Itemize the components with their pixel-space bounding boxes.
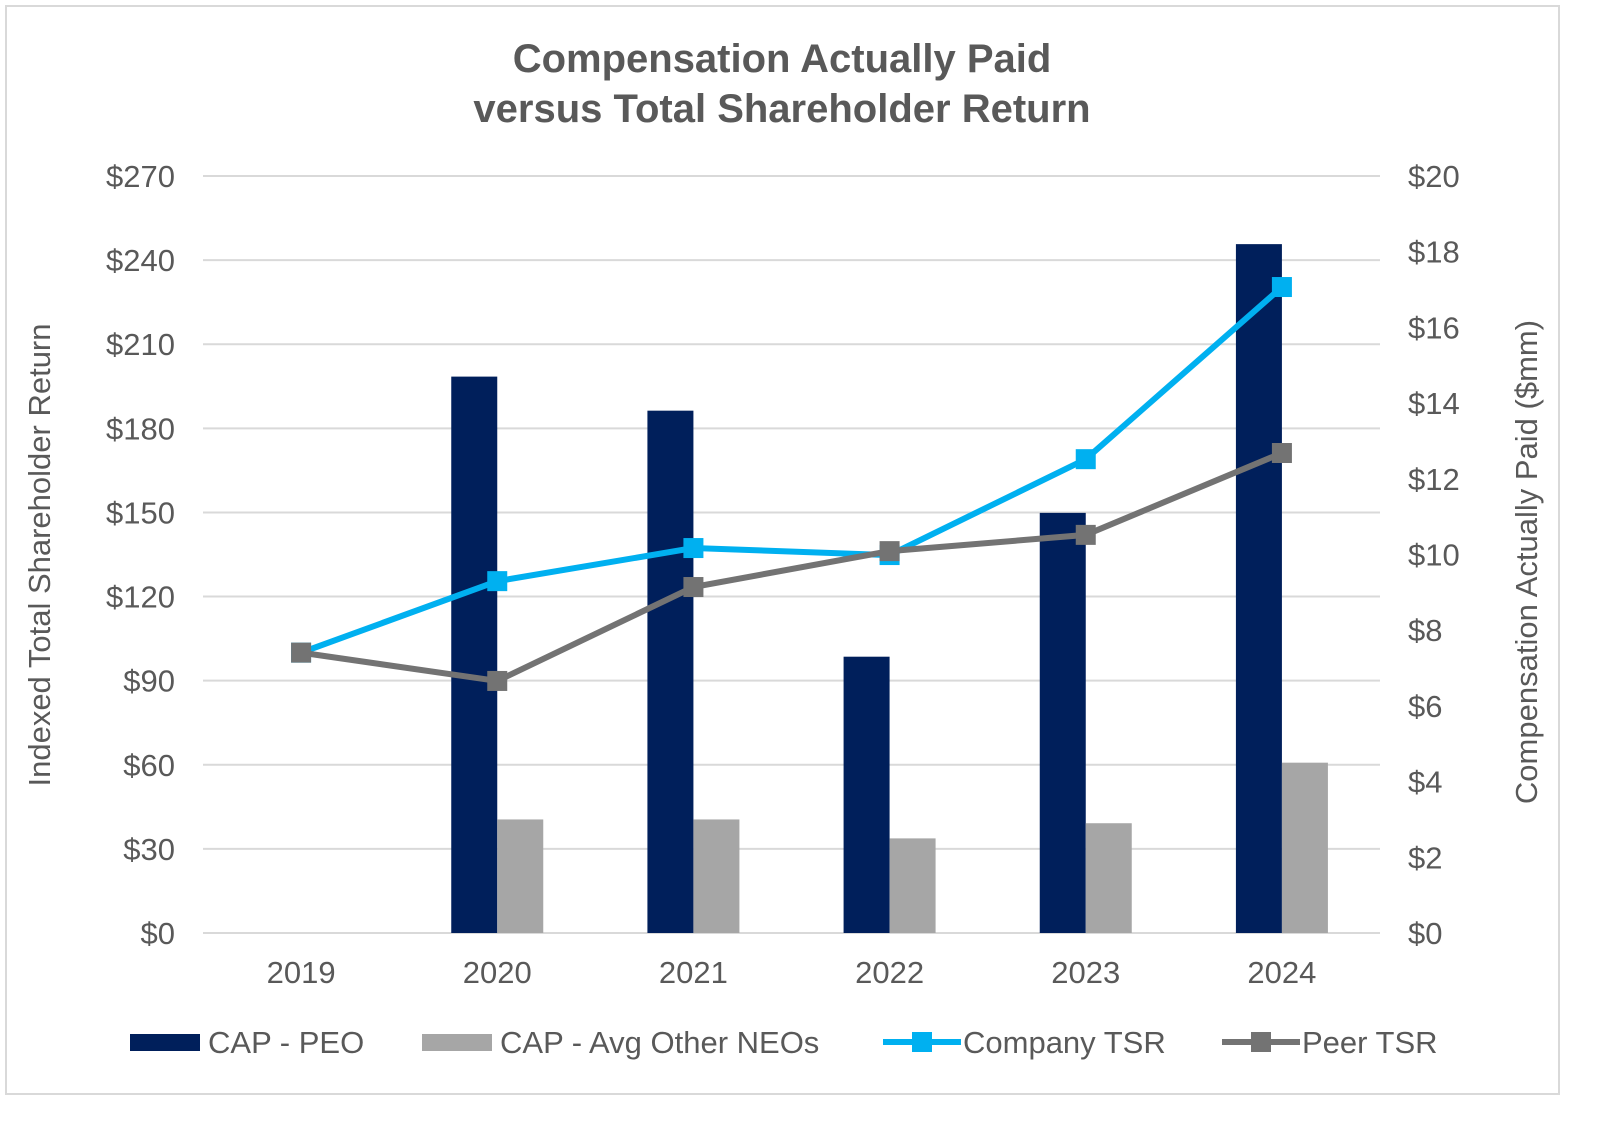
y-right-tick: $16 (1408, 310, 1460, 345)
y-left-tick: $270 (106, 159, 175, 194)
y-right-tick: $18 (1408, 235, 1460, 270)
y-right-tick: $4 (1408, 765, 1442, 800)
bar-cap-avg-other-neos (889, 838, 936, 933)
y-right-tick: $6 (1408, 689, 1442, 724)
y-right-tick: $12 (1408, 462, 1460, 497)
bar-cap-peo (1039, 512, 1086, 933)
y-left-tick: $150 (106, 495, 175, 530)
y-left-label: Indexed Total Shareholder Return (22, 323, 57, 786)
x-tick: 2023 (1051, 955, 1120, 990)
bar-cap-peo (843, 656, 890, 933)
legend-label: CAP - PEO (208, 1025, 364, 1060)
marker-company-tsr (1075, 449, 1096, 470)
marker-company-tsr (1271, 277, 1292, 298)
y-left-tick: $180 (106, 411, 175, 446)
marker-company-tsr (683, 538, 704, 559)
marker-peer-tsr (1075, 524, 1096, 545)
chart-subtitle: versus Total Shareholder Return (473, 87, 1090, 131)
y-right-tick: $14 (1408, 386, 1460, 421)
bar-cap-avg-other-neos (1281, 762, 1328, 933)
y-right-tick: $0 (1408, 916, 1442, 951)
legend-swatch (130, 1034, 200, 1051)
y-right-tick: $8 (1408, 613, 1442, 648)
y-right-label: Compensation Actually Paid ($mm) (1509, 320, 1544, 804)
legend-label: Company TSR (963, 1025, 1166, 1060)
marker-company-tsr (487, 571, 508, 592)
marker-peer-tsr (683, 577, 704, 598)
bar-cap-peo (647, 410, 694, 933)
y-left-tick: $90 (123, 664, 175, 699)
y-left-tick: $30 (123, 832, 175, 867)
y-right-tick: $20 (1408, 159, 1460, 194)
legend-label: CAP - Avg Other NEOs (500, 1025, 819, 1060)
y-left-tick: $0 (141, 916, 175, 951)
x-tick: 2019 (267, 955, 336, 990)
chart-frame (5, 5, 1560, 1095)
bar-cap-avg-other-neos (1085, 823, 1132, 933)
x-tick: 2022 (855, 955, 924, 990)
line-peer-tsr (300, 450, 1284, 685)
marker-peer-tsr (1271, 443, 1292, 464)
y-left-tick: $210 (106, 327, 175, 362)
y-right-tick: $10 (1408, 538, 1460, 573)
x-tick: 2024 (1247, 955, 1316, 990)
bar-cap-peo (451, 376, 498, 934)
x-tick: 2021 (659, 955, 728, 990)
legend-marker (912, 1032, 932, 1052)
line-company-tsr (300, 284, 1284, 656)
y-left-tick: $60 (123, 748, 175, 783)
marker-peer-tsr (291, 642, 312, 663)
bar-cap-avg-other-neos (693, 819, 740, 933)
y-right-tick: $2 (1408, 840, 1442, 875)
marker-peer-tsr (487, 670, 508, 691)
bar-cap-avg-other-neos (497, 819, 544, 933)
x-tick: 2020 (463, 955, 532, 990)
bar-cap-peo (1235, 244, 1282, 933)
y-left-tick: $240 (106, 243, 175, 278)
marker-peer-tsr (879, 541, 900, 562)
chart-title: Compensation Actually Paid (513, 37, 1052, 81)
legend-marker (1251, 1032, 1271, 1052)
legend-label: Peer TSR (1302, 1025, 1438, 1060)
y-left-tick: $120 (106, 580, 175, 615)
legend-swatch (422, 1034, 492, 1051)
